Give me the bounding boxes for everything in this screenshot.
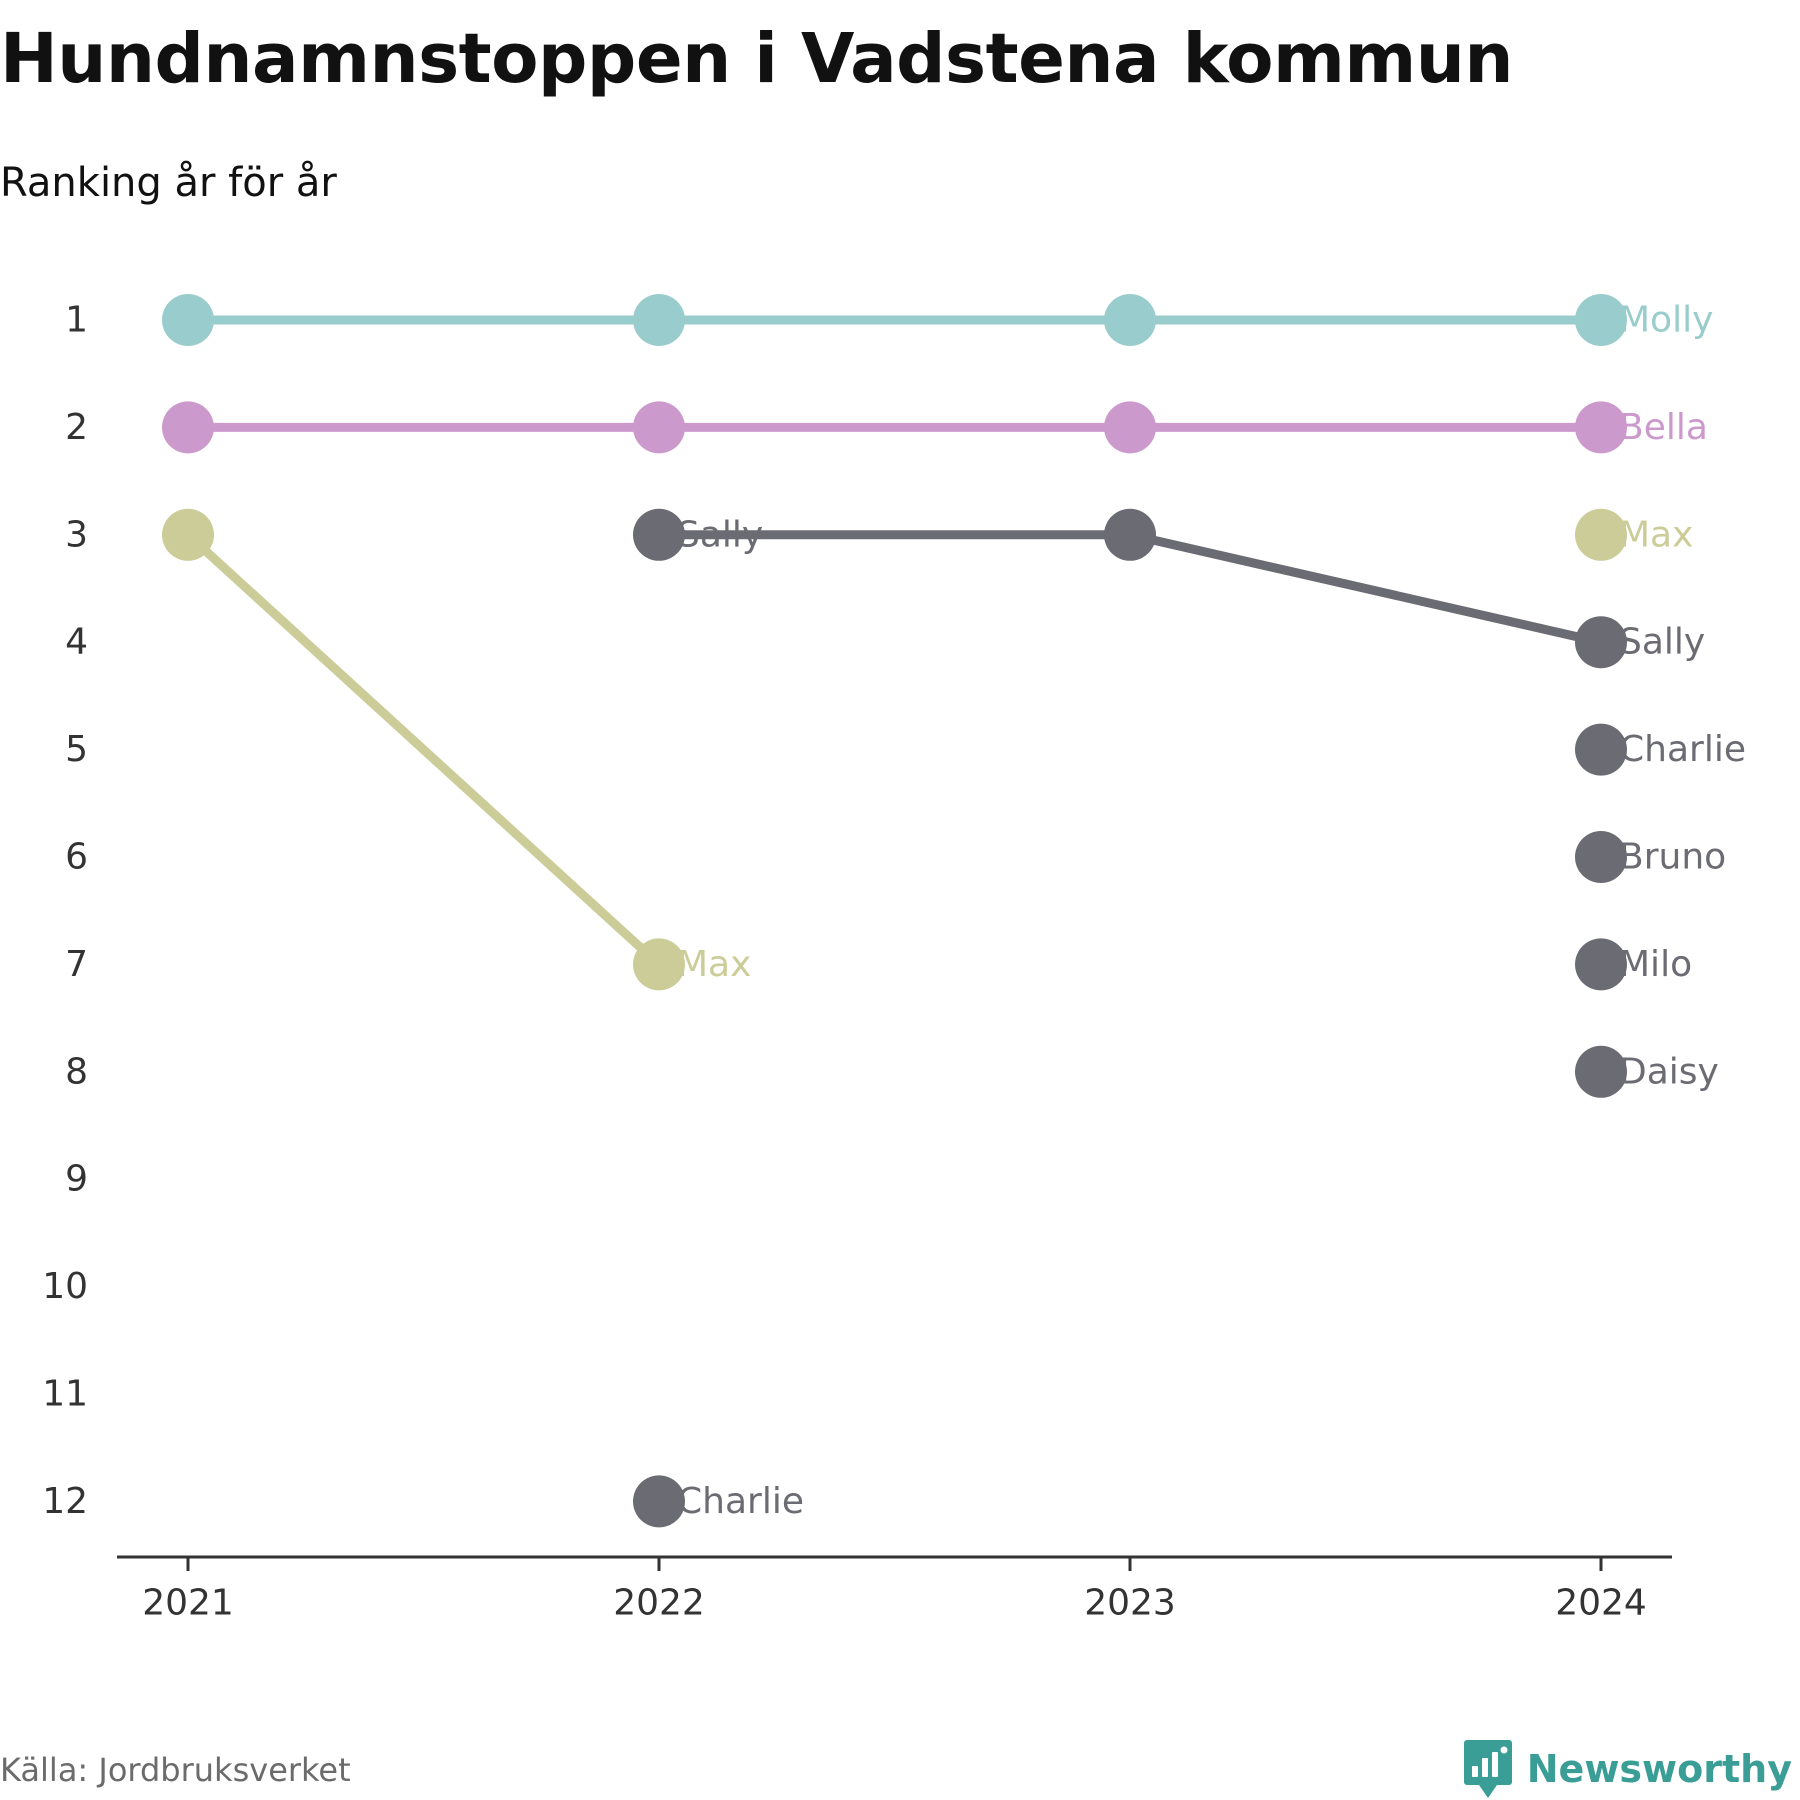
x-tick-label-2023: 2023 <box>1084 1583 1176 1624</box>
newsworthy-logo-icon <box>1463 1740 1512 1798</box>
end-label-molly: Molly <box>1619 300 1713 341</box>
point-bella-2022 <box>633 401 685 454</box>
point-sally-2024 <box>1575 616 1627 669</box>
point-bella-2021 <box>162 401 214 454</box>
end-label-daisy: Daisy <box>1619 1051 1719 1092</box>
point-molly-2021 <box>162 294 214 346</box>
series-lines <box>183 315 1606 969</box>
x-tick-label-2022: 2022 <box>613 1583 705 1624</box>
y-tick-label-4: 4 <box>65 622 88 663</box>
source-note: Källa: Jordbruksverket <box>0 1751 351 1789</box>
end-label-sally: Sally <box>1619 622 1705 663</box>
series-line-sally-2023-2024 <box>1125 530 1606 647</box>
y-tick-label-2: 2 <box>65 407 88 448</box>
end-label-bruno: Bruno <box>1619 837 1726 878</box>
point-molly-2023 <box>1104 294 1156 346</box>
point-max-2024 <box>1575 508 1627 561</box>
point-bella-2024 <box>1575 401 1627 454</box>
point-label-sally-2022: Sally <box>677 514 763 555</box>
point-charlie-2022 <box>633 1475 685 1528</box>
point-label-charlie-2022: Charlie <box>677 1481 804 1522</box>
point-label-max-2022: Max <box>677 944 751 985</box>
x-axis: 2021 2022 2023 2024 <box>117 1555 1672 1624</box>
point-molly-2022 <box>633 294 685 346</box>
point-sally-2023 <box>1104 508 1156 561</box>
y-tick-label-12: 12 <box>42 1481 88 1522</box>
series-points <box>162 294 1627 1528</box>
point-daisy-2024 <box>1575 1045 1627 1098</box>
chart-subtitle: Ranking år för år <box>0 160 337 206</box>
y-tick-label-6: 6 <box>65 837 88 878</box>
chart-title: Hundnamnstoppen i Vadstena kommun <box>0 19 1514 99</box>
point-bruno-2024 <box>1575 831 1627 883</box>
point-molly-2024 <box>1575 294 1627 346</box>
series-line-max-2021-2022 <box>183 530 664 969</box>
end-label-milo: Milo <box>1619 944 1692 985</box>
y-tick-label-7: 7 <box>65 944 88 985</box>
y-tick-label-5: 5 <box>65 729 88 770</box>
x-tick-label-2024: 2024 <box>1555 1583 1647 1624</box>
point-max-2021 <box>162 508 214 561</box>
y-tick-label-11: 11 <box>42 1374 88 1415</box>
y-tick-label-3: 3 <box>65 514 88 555</box>
point-sally-2022 <box>633 508 685 561</box>
point-charlie-2024 <box>1575 723 1627 776</box>
end-label-max: Max <box>1619 514 1693 555</box>
end-label-bella: Bella <box>1619 407 1708 448</box>
point-max-2022 <box>633 938 685 991</box>
point-bella-2023 <box>1104 401 1156 454</box>
brand-name: Newsworthy <box>1526 1747 1792 1791</box>
brand-logo-block: Newsworthy <box>1463 1738 1792 1800</box>
x-tick-label-2021: 2021 <box>142 1583 234 1624</box>
y-tick-label-10: 10 <box>42 1266 88 1307</box>
end-label-charlie: Charlie <box>1619 729 1746 770</box>
y-tick-label-1: 1 <box>65 300 88 341</box>
y-tick-label-9: 9 <box>65 1159 88 1200</box>
y-tick-label-8: 8 <box>65 1051 88 1092</box>
point-milo-2024 <box>1575 938 1627 991</box>
series-labels: Sally Max Charlie Molly Bella Max Sally Charlie… <box>677 300 1746 1522</box>
